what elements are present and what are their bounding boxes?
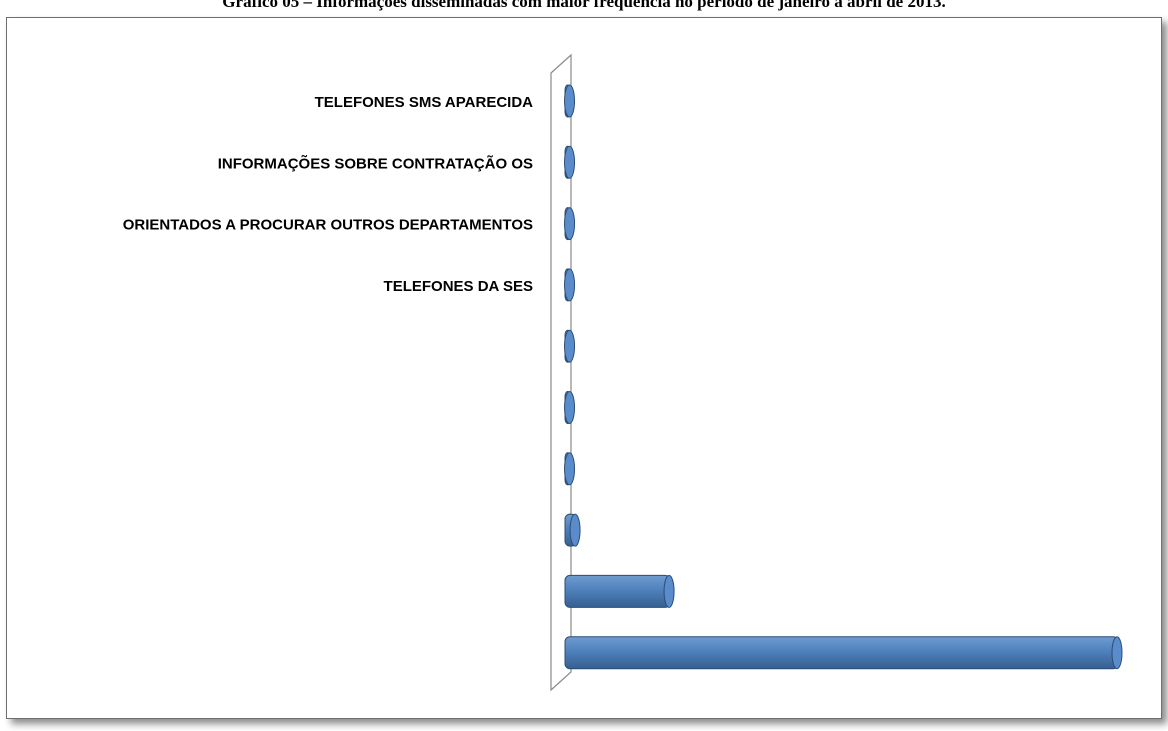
category-labels: TELEFONES SMS APARECIDA INFORMAÇÕES SOBRE…	[123, 94, 533, 295]
bar-cap-3	[564, 268, 576, 302]
bar-cap-8	[663, 574, 675, 608]
bar-cap-4	[564, 329, 576, 363]
bar-8	[564, 574, 671, 608]
chart-caption: Gráfico 05 – Informações disseminadas co…	[222, 0, 946, 11]
bar-9	[564, 636, 1119, 670]
category-label-2: ORIENTADOS A PROCURAR OUTROS DEPARTAMENT…	[123, 217, 533, 234]
bar-cap-9	[1111, 636, 1123, 670]
bar-cap-1	[564, 145, 576, 179]
bar-cap-0	[564, 84, 576, 118]
bar-cap-7	[569, 513, 581, 547]
category-label-0: TELEFONES SMS APARECIDA	[315, 94, 534, 111]
chart-back-wall	[550, 53, 572, 692]
bar-cap-2	[564, 207, 576, 241]
bar-cap-6	[564, 452, 576, 486]
category-label-1: INFORMAÇÕES SOBRE CONTRATAÇÃO OS	[218, 154, 533, 172]
bars	[564, 84, 1123, 670]
category-label-3: TELEFONES DA SES	[384, 278, 533, 295]
bar-cap-5	[564, 391, 576, 424]
